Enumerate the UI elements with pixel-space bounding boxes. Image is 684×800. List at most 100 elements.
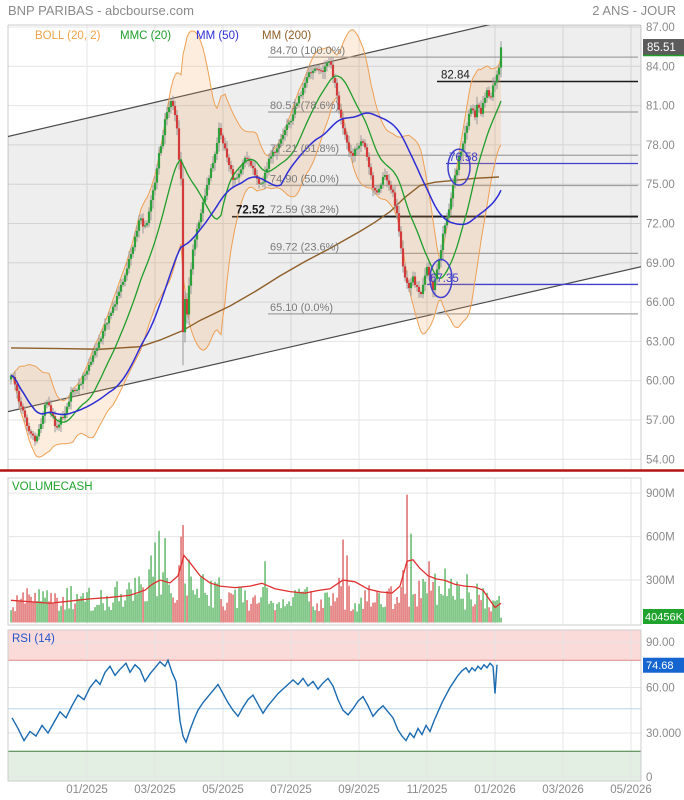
volume-bar xyxy=(52,603,54,623)
volume-bar xyxy=(20,598,22,623)
candle-body xyxy=(33,435,37,442)
volume-bar xyxy=(76,594,78,623)
volume-bar xyxy=(446,596,448,623)
price-axis-label: 87.00 xyxy=(646,22,675,34)
volume-bar xyxy=(490,611,492,623)
volume-bar xyxy=(460,598,462,623)
candle-body xyxy=(145,223,149,226)
candle-body xyxy=(115,296,119,305)
volume-bar xyxy=(472,606,474,623)
volume-bar xyxy=(260,597,262,623)
volume-bar xyxy=(62,596,64,623)
volume-bar xyxy=(312,606,314,623)
candle-body xyxy=(187,285,191,315)
volume-bar xyxy=(322,607,324,623)
volume-bar xyxy=(392,609,394,623)
candle-body xyxy=(285,124,289,131)
volume-bar xyxy=(272,602,274,623)
candle-body xyxy=(137,220,141,231)
candle-body xyxy=(337,95,341,110)
volume-bar xyxy=(212,607,214,623)
candle-body xyxy=(119,284,123,292)
candle-body xyxy=(223,143,227,149)
candle-body xyxy=(469,108,473,114)
candle-body xyxy=(429,275,433,282)
candle-body xyxy=(435,269,439,280)
volume-bar xyxy=(90,610,92,623)
candle-body xyxy=(319,70,323,72)
volume-bar xyxy=(244,590,246,623)
volume-bar xyxy=(224,610,226,623)
volume-bar xyxy=(232,594,234,623)
volume-bar xyxy=(218,577,220,623)
volume-bar xyxy=(466,574,468,623)
candle-body xyxy=(493,82,497,86)
candle-body xyxy=(219,127,223,136)
volume-bar xyxy=(72,609,74,623)
candle-body xyxy=(109,312,113,316)
candle-body xyxy=(427,266,431,276)
volume-bar xyxy=(158,530,160,623)
level-label: 72.52 xyxy=(236,205,265,217)
volume-bar xyxy=(492,600,494,623)
candle-body xyxy=(423,275,427,285)
candle-body xyxy=(185,299,189,315)
candle-body xyxy=(229,164,233,170)
candle-body xyxy=(297,96,301,104)
candle-body xyxy=(227,157,231,165)
date-label: 05/2025 xyxy=(202,784,244,796)
volume-bar xyxy=(176,600,178,623)
candle-body xyxy=(191,249,195,270)
candle-body xyxy=(363,142,367,148)
volume-bar xyxy=(316,603,318,623)
candle-body xyxy=(309,72,313,74)
volume-bar xyxy=(126,589,128,623)
volume-bar xyxy=(280,608,282,623)
candle-body xyxy=(27,425,31,432)
candle-body xyxy=(197,222,201,229)
volume-axis-label: 600M xyxy=(646,532,675,544)
volume-bar xyxy=(246,600,248,623)
volume-bar xyxy=(428,561,430,623)
candle-body xyxy=(379,184,383,189)
candle-body xyxy=(377,188,381,193)
candle-body xyxy=(425,266,429,276)
volume-bar xyxy=(74,603,76,623)
date-label: 03/2025 xyxy=(134,784,176,796)
candle-body xyxy=(35,436,39,442)
candle-body xyxy=(405,277,409,283)
volume-bar xyxy=(340,586,342,623)
candle-body xyxy=(283,130,287,135)
candle-body xyxy=(99,338,103,342)
candle-body xyxy=(261,182,265,184)
volume-bar xyxy=(384,606,386,623)
candle-body xyxy=(479,107,483,114)
candle-body xyxy=(315,68,319,70)
volume-bar xyxy=(432,582,434,623)
volume-bar xyxy=(226,602,228,623)
volume-bar xyxy=(44,597,46,623)
volume-bar xyxy=(190,576,192,623)
candle-body xyxy=(179,159,183,179)
mm50-line xyxy=(10,112,502,416)
candle-body xyxy=(51,411,55,417)
volume-bar xyxy=(424,581,426,623)
volume-bar xyxy=(174,602,176,623)
candle-body xyxy=(281,134,285,140)
candle-body xyxy=(87,364,91,371)
candle-body xyxy=(265,168,269,173)
volume-bar xyxy=(92,610,94,623)
candle-body xyxy=(269,156,273,159)
volume-bar xyxy=(390,586,392,623)
annotation-ellipse xyxy=(447,148,471,186)
candle-body xyxy=(491,85,495,98)
volume-bar xyxy=(452,595,454,623)
blue-level-label: 76.58 xyxy=(449,152,478,164)
candle-body xyxy=(93,350,97,356)
candle-body xyxy=(205,184,209,196)
candle-body xyxy=(365,147,369,157)
volume-bar xyxy=(410,533,412,623)
candle-body xyxy=(487,90,491,97)
volume-bar xyxy=(346,555,348,623)
volume-bar xyxy=(266,587,268,623)
